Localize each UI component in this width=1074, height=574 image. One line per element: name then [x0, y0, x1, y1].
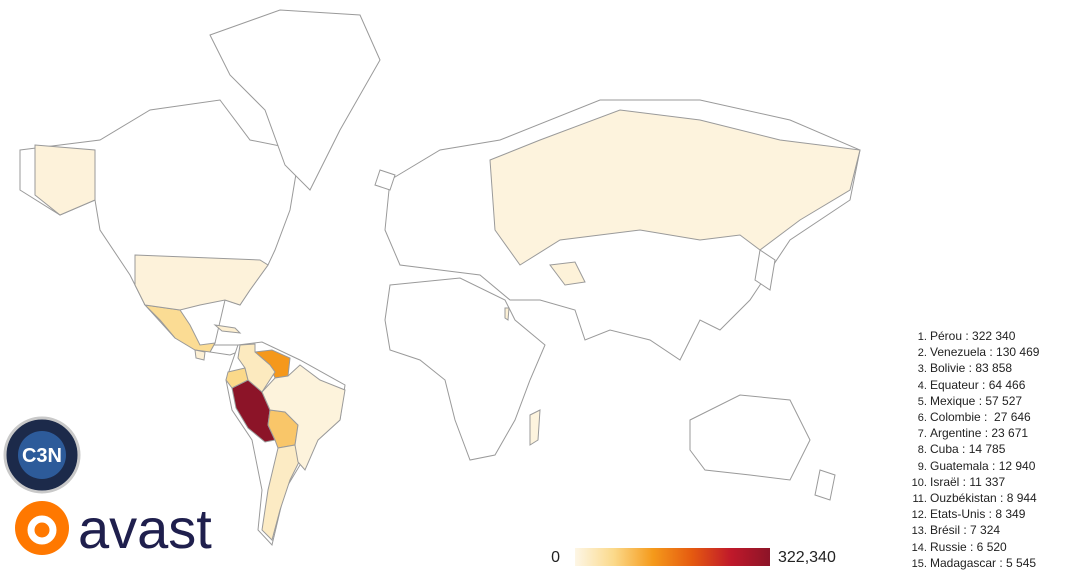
ranking-item: Guatemala : 12 940 [930, 458, 1039, 474]
ranking-item: Israël : 11 337 [930, 474, 1039, 490]
ranking-item: Madagascar : 5 545 [930, 555, 1039, 571]
country [261, 364, 346, 471]
country [194, 349, 206, 361]
ranking-item: Argentine : 23 671 [930, 425, 1039, 441]
ranking-item: Mexique : 57 527 [930, 393, 1039, 409]
country [489, 109, 861, 266]
ranking-item: Ouzbékistan : 8 944 [930, 490, 1039, 506]
badge-logo: C3N [3, 416, 81, 494]
country [134, 254, 269, 311]
ranking-item: Venezuela : 130 469 [930, 344, 1039, 360]
avast-wordmark: avast [78, 497, 212, 560]
ranking-item: Bolivie : 83 858 [930, 360, 1039, 376]
ranking-item: Equateur : 64 466 [930, 377, 1039, 393]
colorbar: 0 322,340 [551, 548, 836, 566]
ranking-item: Colombie : 27 646 [930, 409, 1039, 425]
country [213, 324, 242, 334]
avast-logo: avast [15, 497, 212, 560]
colorbar-gradient [575, 548, 770, 566]
country [34, 144, 96, 216]
country [504, 307, 510, 321]
countries [34, 109, 861, 541]
country [143, 304, 216, 353]
ranking-list: Pérou : 322 340Venezuela : 130 469Bolivi… [908, 328, 1039, 571]
country [549, 261, 586, 286]
ranking-item: Russie : 6 520 [930, 539, 1039, 555]
ranking-item: Pérou : 322 340 [930, 328, 1039, 344]
avast-icon-a [27, 515, 57, 545]
badge-text: C3N [22, 445, 62, 467]
colorbar-label: 0 [551, 549, 560, 566]
ranking-item: Etats-Unis : 8 349 [930, 506, 1039, 522]
country [529, 409, 541, 446]
country [225, 367, 249, 389]
avast-icon [15, 501, 69, 555]
country [237, 343, 276, 393]
colorbar-label: 322,340 [778, 549, 836, 566]
ranking-item: Brésil : 7 324 [930, 522, 1039, 538]
badge-inner [18, 431, 66, 479]
ranking-item: Cuba : 14 785 [930, 441, 1039, 457]
